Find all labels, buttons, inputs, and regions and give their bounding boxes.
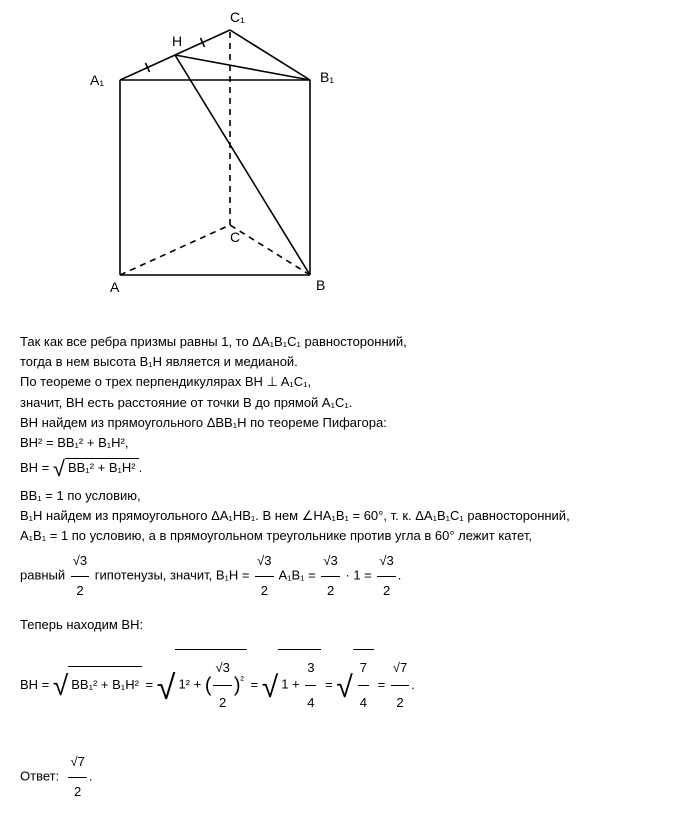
line-7: B₁H найдем из прямоугольного ΔA₁HB₁. В н… (20, 507, 673, 525)
line-5: BH найдем из прямоугольного ΔBB₁H по тео… (20, 414, 673, 432)
eq: = (378, 677, 386, 692)
line-9: равный √3 2 гипотенузы, значит, B₁H = √3… (20, 547, 673, 605)
eq-1: BH² = BB₁² + B₁H², (20, 434, 673, 452)
paren: ( (205, 674, 212, 696)
num: √3 (377, 547, 395, 577)
sqrt-symbol: √ (53, 670, 68, 701)
den: 2 (71, 577, 89, 606)
eq-3: BH = √BB₁² + B₁H² = √ 1² + ( √3 2 )² = √… (20, 644, 673, 732)
den: 2 (391, 686, 409, 720)
answer-line: Ответ: √7 2 . (20, 748, 673, 806)
line-3: По теореме о трех перпендикулярах BH ⊥ A… (20, 373, 673, 391)
frac-sqrt3-2-b: √3 2 (255, 547, 273, 605)
svg-text:B₁: B₁ (320, 69, 334, 85)
sq: ² (241, 676, 244, 687)
eq2-lhs: BH = (20, 460, 49, 475)
p9c: A₁B₁ = (278, 568, 315, 583)
den: 2 (321, 577, 339, 606)
svg-text:C₁: C₁ (230, 10, 245, 25)
eq3-rad2: 1² + ( √3 2 )² (175, 649, 246, 720)
num: 7 (358, 651, 369, 686)
num: √3 (255, 547, 273, 577)
frac-sqrt3-2-d: √3 2 (377, 547, 395, 605)
den: 4 (305, 686, 316, 720)
frac-sqrt7-2: √7 2 (391, 651, 409, 720)
den: 2 (255, 577, 273, 606)
den: 2 (377, 577, 395, 606)
svg-text:A: A (110, 279, 120, 295)
num: √7 (68, 748, 86, 778)
eq2-tail: . (139, 460, 143, 475)
eq2-rad: BB₁² + B₁H² (65, 458, 139, 475)
paren: ) (234, 674, 241, 696)
rad2a: 1² + (178, 677, 204, 692)
p9a: равный (20, 568, 65, 583)
rad3a: 1 + (281, 677, 303, 692)
line-10: Теперь находим BH: (20, 616, 673, 634)
eq3-tail: . (411, 677, 415, 692)
answer-tail: . (89, 769, 93, 784)
eq: = (251, 677, 259, 692)
solution-text: Так как все ребра призмы равны 1, то ΔA₁… (20, 333, 673, 806)
sqrt-symbol: √ (157, 669, 176, 707)
svg-text:H: H (172, 33, 182, 49)
line-4: значит, BH есть расстояние от точки B до… (20, 394, 673, 412)
eq3-rad1: BB₁² + B₁H² (68, 666, 142, 702)
svg-text:B: B (316, 277, 325, 293)
p9b: гипотенузы, значит, B₁H = (95, 568, 250, 583)
num: 3 (305, 651, 316, 686)
frac-sqrt3-2-a: √3 2 (71, 547, 89, 605)
eq3-rad4: 7 4 (353, 649, 374, 720)
eq3-lhs: BH = (20, 677, 49, 692)
num: √7 (391, 651, 409, 686)
sqrt-symbol: √ (336, 671, 352, 704)
line-6: BB₁ = 1 по условию, (20, 487, 673, 505)
sqrt-symbol: √ (53, 456, 65, 481)
eq3-rad3: 1 + 3 4 (278, 649, 321, 720)
eq-2: BH = √BB₁² + B₁H². (20, 454, 673, 485)
num: √3 (71, 547, 89, 577)
prism-diagram: A B C A₁ B₁ C₁ H (80, 10, 673, 313)
answer-frac: √7 2 (68, 748, 86, 806)
svg-text:C: C (230, 229, 240, 245)
den: 2 (68, 778, 86, 807)
den: 4 (358, 686, 369, 720)
p9e: . (398, 568, 402, 583)
page: A B C A₁ B₁ C₁ H Так как все ребра призмы равн… (0, 0, 693, 828)
den: 2 (213, 686, 231, 720)
sqrt-symbol: √ (262, 671, 278, 704)
frac-3-4: 3 4 (305, 651, 316, 720)
eq: = (146, 677, 154, 692)
p9d: · 1 = (345, 568, 371, 583)
frac-inner: √3 2 (213, 651, 231, 720)
prism-svg: A B C A₁ B₁ C₁ H (80, 10, 380, 310)
frac-7-4: 7 4 (358, 651, 369, 720)
answer-label: Ответ: (20, 769, 59, 784)
svg-text:A₁: A₁ (90, 72, 104, 88)
line-1: Так как все ребра призмы равны 1, то ΔA₁… (20, 333, 673, 351)
eq: = (325, 677, 333, 692)
num: √3 (321, 547, 339, 577)
line-2: тогда в нем высота B₁H является и медиан… (20, 353, 673, 371)
frac-sqrt3-2-c: √3 2 (321, 547, 339, 605)
num: √3 (213, 651, 231, 686)
line-8: A₁B₁ = 1 по условию, а в прямоугольном т… (20, 527, 673, 545)
